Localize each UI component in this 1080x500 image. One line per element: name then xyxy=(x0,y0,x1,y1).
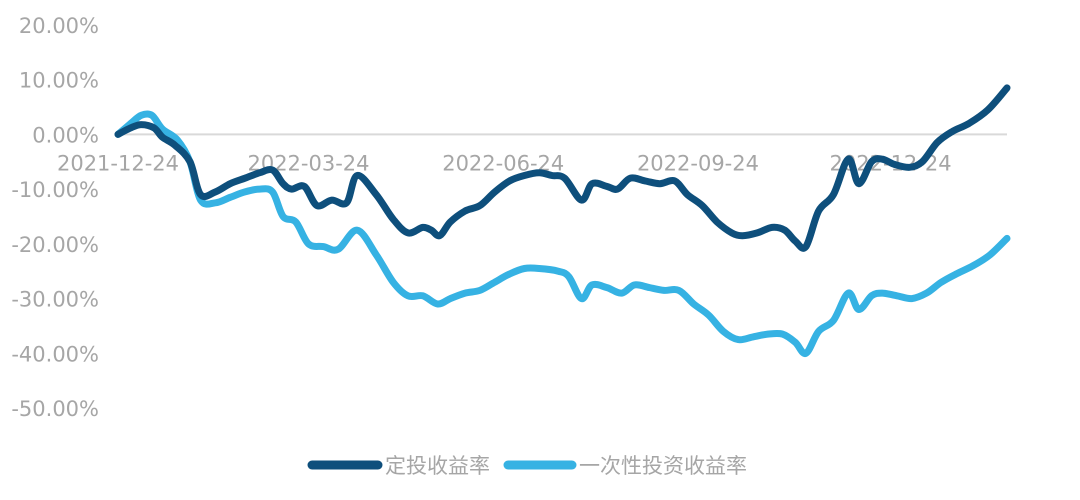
y-tick-label: -30.00% xyxy=(11,288,99,312)
y-tick-label: 10.00% xyxy=(19,69,99,93)
x-tick-label: 2021-12-24 xyxy=(57,151,179,175)
legend-label: 一次性投资收益率 xyxy=(579,454,747,478)
y-tick-label: -50.00% xyxy=(11,397,99,421)
series-line-lump-sum-return xyxy=(114,110,1011,357)
y-tick-label: 20.00% xyxy=(19,14,99,38)
series-line-dca-return xyxy=(114,84,1011,252)
legend: 定投收益率 一次性投资收益率 xyxy=(307,454,747,478)
y-tick-label: 0.00% xyxy=(32,123,99,147)
series-lines xyxy=(114,84,1011,357)
y-tick-label: -10.00% xyxy=(11,178,99,202)
y-tick-label: -20.00% xyxy=(11,233,99,257)
x-tick-label: 2022-09-24 xyxy=(637,151,759,175)
y-axis-tick-labels: 20.00% 10.00% 0.00% -10.00% -20.00% -30.00% -4… xyxy=(11,14,99,421)
legend-label: 定投收益率 xyxy=(385,454,490,478)
y-tick-label: -40.00% xyxy=(11,342,99,366)
